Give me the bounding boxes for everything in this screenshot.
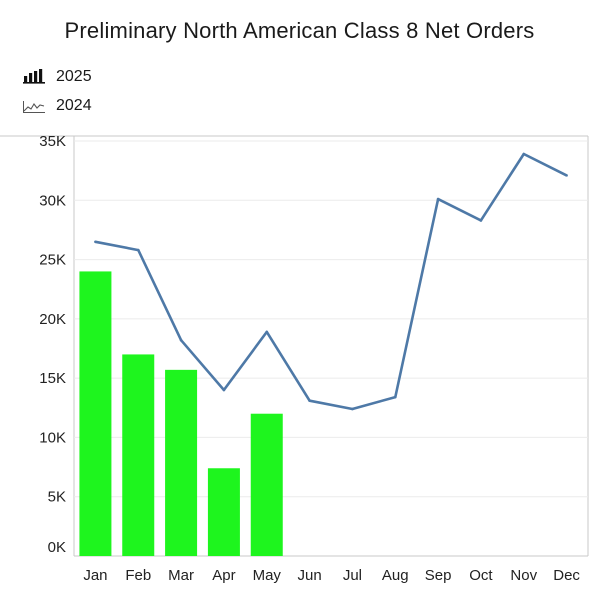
x-tick-label: Jun bbox=[297, 567, 321, 584]
point-2024-aug bbox=[393, 395, 397, 399]
legend-item-2024: 2024 bbox=[22, 91, 92, 120]
x-tick-label: Aug bbox=[382, 567, 409, 584]
point-2024-jul bbox=[351, 407, 354, 411]
y-tick-label: 35K bbox=[39, 133, 66, 150]
x-tick-label: Mar bbox=[168, 567, 194, 584]
bar-2025-may bbox=[250, 413, 283, 556]
y-tick-label: 25K bbox=[39, 252, 66, 269]
y-tick-label: 20K bbox=[39, 311, 66, 328]
point-2024-apr bbox=[222, 388, 226, 392]
bar-2025-jan bbox=[79, 271, 112, 556]
x-tick-label: Apr bbox=[212, 567, 235, 584]
bar-chart-icon bbox=[23, 68, 45, 84]
point-2024-nov bbox=[522, 152, 526, 156]
x-tick-label: Sep bbox=[425, 567, 452, 584]
legend-label-2025: 2025 bbox=[56, 67, 92, 85]
point-2024-mar bbox=[179, 338, 183, 342]
x-tick-label: Nov bbox=[510, 567, 537, 584]
point-2024-feb bbox=[136, 248, 140, 252]
x-tick-label: Oct bbox=[469, 567, 493, 584]
x-tick-label: Feb bbox=[125, 567, 151, 584]
bar-2025-feb bbox=[122, 354, 155, 556]
point-2024-jan bbox=[94, 240, 97, 244]
y-tick-label: 5K bbox=[48, 489, 66, 506]
y-tick-label: 10K bbox=[39, 429, 66, 446]
bar-2025-apr bbox=[207, 468, 240, 556]
line-chart-icon bbox=[23, 100, 45, 113]
point-2024-oct bbox=[479, 219, 483, 222]
legend-item-2025: 2025 bbox=[22, 62, 92, 91]
y-tick-label: 0K bbox=[48, 539, 66, 556]
point-2024-may bbox=[265, 330, 269, 334]
legend-label-2024: 2024 bbox=[56, 96, 92, 114]
x-tick-label: Jul bbox=[343, 567, 362, 584]
x-tick-label: Jan bbox=[83, 567, 107, 584]
bar-2025-mar bbox=[165, 369, 198, 556]
line-series-2024 bbox=[95, 152, 568, 411]
y-tick-label: 30K bbox=[39, 192, 66, 209]
point-2024-dec bbox=[565, 174, 568, 177]
chart-title: Preliminary North American Class 8 Net O… bbox=[64, 18, 535, 43]
y-tick-label: 15K bbox=[39, 370, 66, 387]
x-tick-label: May bbox=[253, 567, 282, 584]
point-2024-sep bbox=[436, 197, 440, 201]
legend: 2025 2024 bbox=[22, 62, 92, 120]
x-tick-label: Dec bbox=[553, 567, 580, 584]
point-2024-jun bbox=[308, 399, 311, 402]
